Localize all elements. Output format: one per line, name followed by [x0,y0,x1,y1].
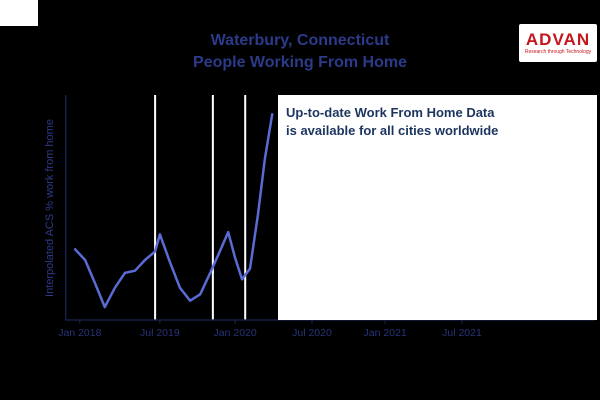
x-tick-label: Jan 2021 [363,327,407,339]
advan-logo: ADVAN Research through Technology [519,24,597,62]
x-tick-label: Jan 2018 [58,327,102,339]
corner-artifact [0,0,38,26]
line-chart-plot [65,95,595,324]
chart-title: Waterbury, Connecticut People Working Fr… [0,30,600,74]
advan-logo-tagline: Research through Technology [524,48,592,55]
chart-title-line2: People Working From Home [193,54,407,71]
annotation-box: Up-to-date Work From Home Data is availa… [278,95,597,320]
wfh-data-line [73,113,274,309]
chart-title-line1: Waterbury, Connecticut [210,32,390,49]
advan-logo-text: ADVAN [525,29,591,49]
annotation-line2: is available for all cities worldwide [286,123,499,138]
annotation-line1: Up-to-date Work From Home Data [286,105,495,120]
x-tick-label: Jul 2020 [292,327,332,339]
x-tick-label: Jan 2020 [213,327,257,339]
x-tick-label: Jul 2021 [442,327,482,339]
x-tick-label: Jul 2019 [140,327,180,339]
y-axis-label: Interpolated ACS % work from home [44,119,56,297]
